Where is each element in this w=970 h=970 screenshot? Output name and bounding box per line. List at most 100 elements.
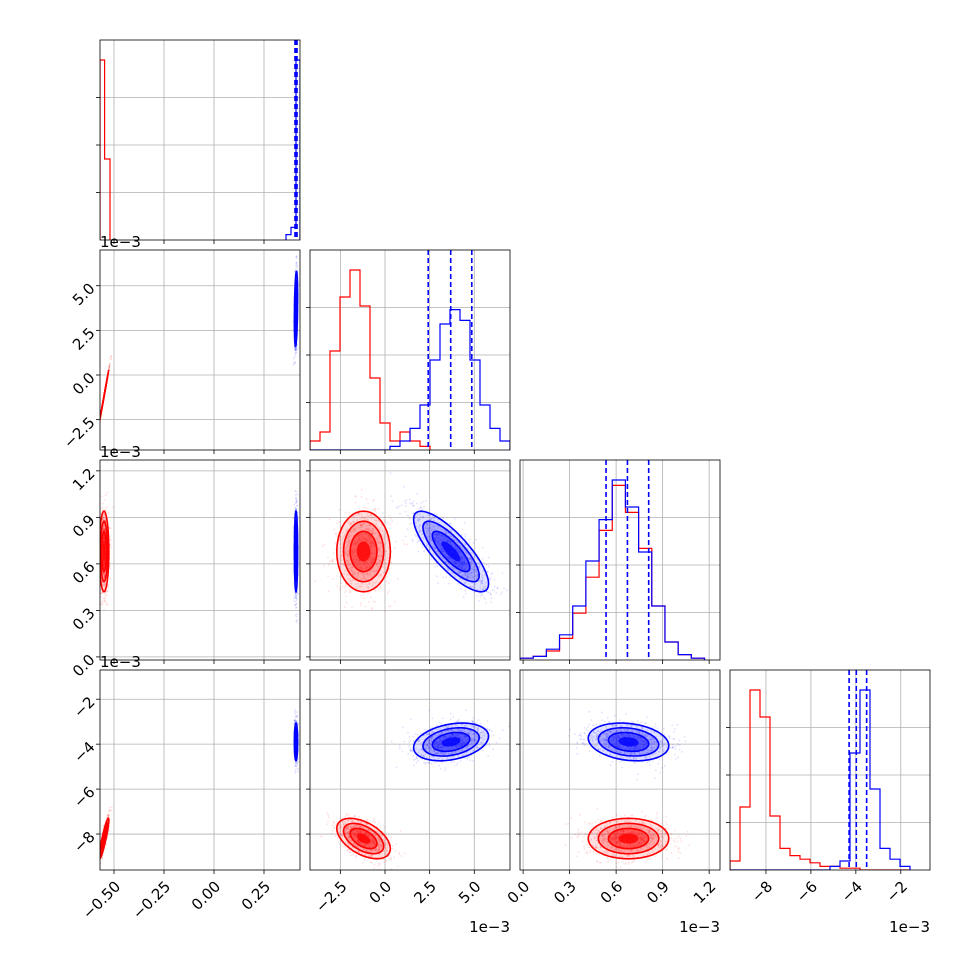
sample-point — [346, 574, 349, 576]
sample-point — [417, 517, 420, 520]
histogram-blue — [285, 59, 300, 240]
sample-point — [295, 507, 298, 510]
sample-point — [323, 565, 325, 568]
sample-point — [109, 358, 112, 361]
sample-point — [358, 533, 360, 536]
sample-point — [103, 534, 105, 537]
sample-point — [339, 543, 342, 545]
sample-point — [100, 591, 103, 594]
sample-point — [358, 539, 361, 542]
sample-point — [372, 529, 374, 532]
sample-point — [372, 558, 375, 560]
sample-point — [103, 575, 106, 578]
sample-point — [350, 582, 353, 585]
sample-point — [108, 527, 111, 530]
sample-point — [354, 529, 356, 531]
sample-point — [370, 542, 373, 545]
sample-point — [294, 270, 296, 272]
sample-point — [377, 540, 379, 543]
sample-point — [404, 535, 407, 538]
sample-point — [295, 594, 298, 596]
sample-point — [368, 571, 371, 573]
sample-point — [295, 600, 297, 602]
sample-point — [342, 563, 344, 566]
sample-point — [352, 515, 355, 518]
sample-point — [360, 515, 363, 518]
sample-point — [373, 508, 375, 511]
sample-point — [295, 613, 298, 615]
sample-point — [448, 557, 450, 560]
sample-point — [108, 365, 111, 368]
sample-point — [470, 586, 473, 588]
sample-point — [388, 605, 390, 608]
sample-point — [294, 593, 297, 596]
sample-point — [102, 538, 105, 540]
sample-point — [365, 568, 367, 570]
sample-point — [461, 558, 464, 560]
sample-point — [361, 578, 364, 580]
sample-point — [403, 543, 406, 546]
sample-point — [295, 263, 298, 266]
sample-point — [348, 522, 351, 524]
sample-point — [103, 518, 106, 521]
sample-point — [415, 535, 417, 537]
sample-point — [353, 554, 356, 557]
sample-point — [103, 536, 105, 539]
sample-point — [296, 493, 299, 496]
sample-point — [363, 522, 365, 525]
sample-point — [103, 538, 105, 540]
sample-point — [351, 551, 353, 554]
sample-point — [103, 514, 106, 517]
sample-point — [105, 602, 108, 605]
sample-point — [451, 561, 453, 563]
sample-point — [101, 582, 104, 585]
sample-point — [366, 513, 368, 516]
sample-point — [349, 578, 352, 580]
sample-point — [104, 582, 106, 585]
sample-point — [346, 555, 349, 557]
sample-point — [426, 530, 428, 533]
sample-point — [474, 583, 477, 586]
sample-point — [463, 548, 466, 551]
sample-point — [369, 545, 372, 547]
sample-point — [469, 558, 472, 560]
sample-point — [103, 528, 105, 531]
sample-point — [351, 554, 354, 556]
sample-point — [339, 538, 341, 541]
sample-point — [97, 586, 99, 588]
sample-point — [294, 490, 297, 492]
sample-point — [347, 559, 350, 562]
sample-point — [348, 542, 350, 544]
sample-point — [355, 555, 358, 558]
sample-point — [359, 586, 362, 589]
sample-point — [446, 556, 448, 559]
sample-point — [294, 268, 297, 271]
sample-point — [361, 536, 364, 539]
sample-point — [356, 564, 358, 567]
sample-point — [379, 561, 381, 563]
sample-point — [384, 558, 386, 561]
sample-point — [482, 577, 484, 579]
sample-point — [486, 590, 488, 593]
sample-point — [378, 548, 381, 550]
sample-point — [349, 590, 352, 593]
sample-point — [402, 539, 404, 542]
sample-point — [353, 549, 355, 552]
sample-point — [369, 573, 371, 576]
sample-point — [296, 255, 298, 258]
sample-point — [353, 552, 356, 554]
sample-point — [327, 590, 330, 593]
sample-point — [375, 562, 378, 565]
sample-point — [96, 585, 98, 587]
sample-point — [381, 530, 384, 532]
sample-point — [373, 542, 375, 544]
sample-point — [331, 559, 333, 562]
sample-point — [438, 552, 441, 555]
sample-point — [480, 592, 482, 595]
sample-point — [110, 355, 113, 358]
sample-point — [447, 539, 449, 542]
sample-point — [105, 590, 108, 593]
sample-point — [450, 541, 452, 544]
sample-point — [356, 564, 359, 566]
sample-point — [374, 532, 377, 534]
